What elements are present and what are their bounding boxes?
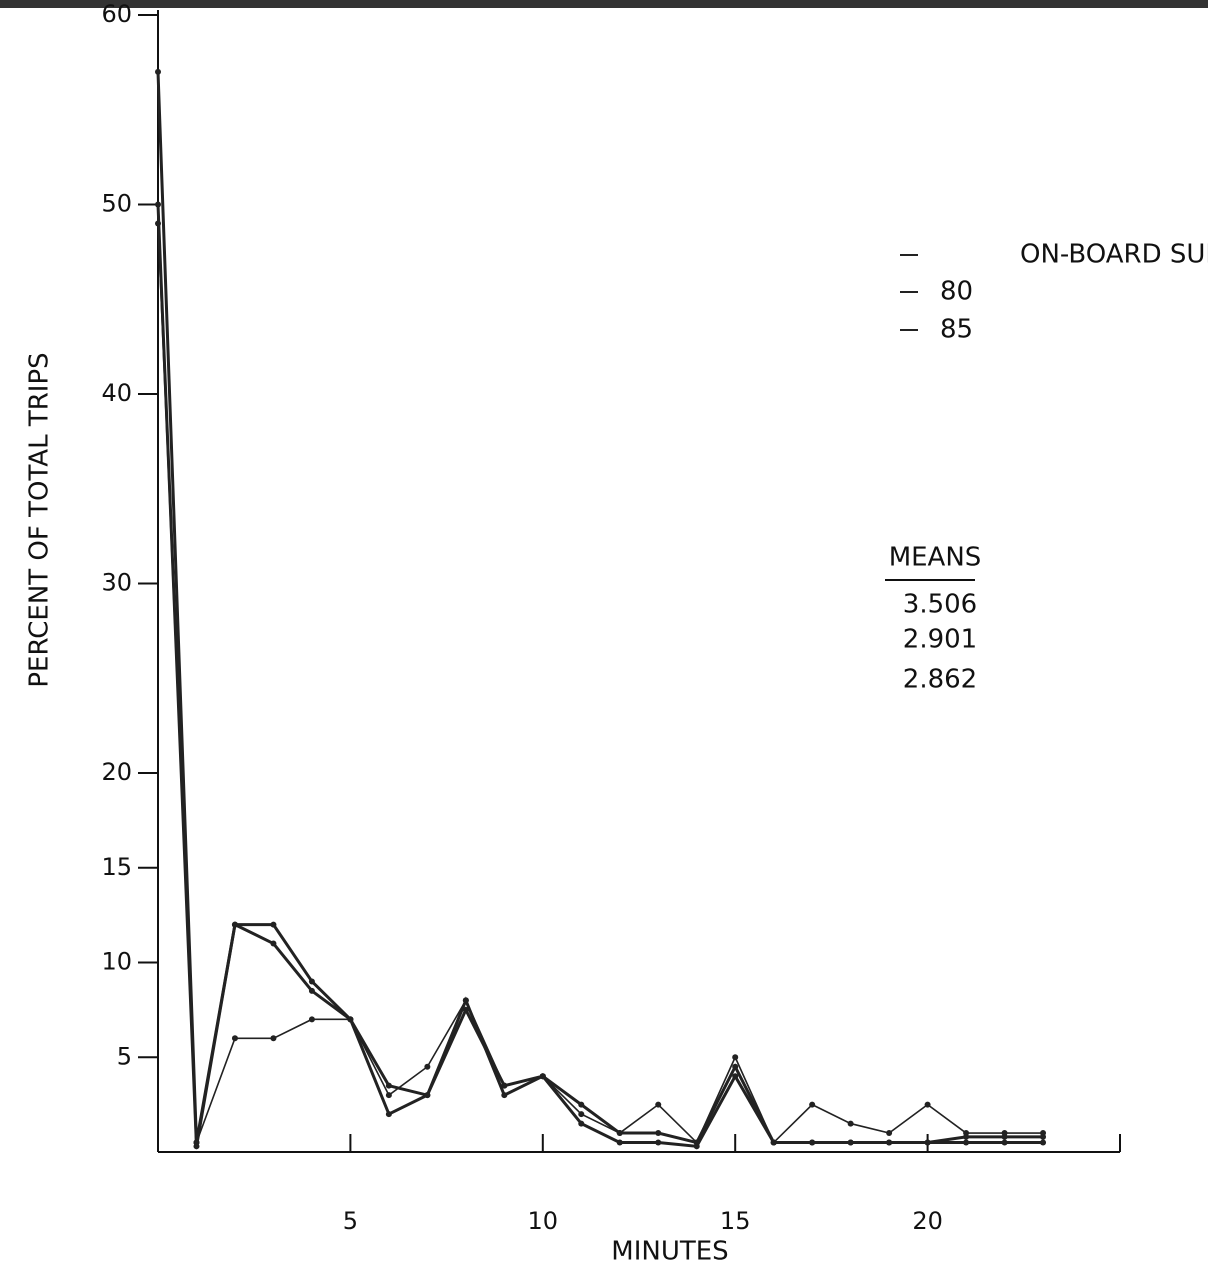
- y-tick-label: 40: [101, 379, 132, 407]
- x-tick-label: 10: [528, 1207, 559, 1235]
- point: [809, 1139, 816, 1146]
- y-tick-label: 50: [101, 190, 132, 218]
- point: [847, 1139, 854, 1146]
- point: [770, 1139, 777, 1146]
- point: [270, 921, 277, 928]
- legend-label: 85: [940, 315, 973, 345]
- legend-label: ON-BOARD SURVEY: [1020, 240, 1208, 270]
- point: [501, 1082, 508, 1089]
- point: [655, 1139, 662, 1146]
- point: [1040, 1133, 1047, 1140]
- point: [385, 1092, 392, 1099]
- point: [424, 1092, 431, 1099]
- point: [155, 68, 161, 75]
- point: [231, 921, 238, 928]
- series-line: [156, 204, 1044, 1148]
- point: [924, 1101, 931, 1108]
- point: [308, 978, 315, 985]
- point: [385, 1082, 392, 1089]
- x-tick-label: 15: [720, 1207, 751, 1235]
- point: [693, 1143, 700, 1150]
- mean-value: 3.506: [903, 590, 977, 620]
- point: [578, 1101, 585, 1108]
- point: [1040, 1139, 1047, 1146]
- point: [847, 1120, 854, 1127]
- point: [809, 1101, 816, 1108]
- point: [616, 1139, 623, 1146]
- point: [462, 1006, 469, 1013]
- point: [616, 1130, 623, 1137]
- legend-label: 80: [940, 277, 973, 307]
- point: [886, 1139, 893, 1146]
- means-title: MEANS: [889, 543, 982, 573]
- top-bar: [0, 0, 1208, 8]
- point: [732, 1073, 739, 1080]
- point: [963, 1139, 970, 1146]
- mean-value: 2.862: [903, 665, 977, 695]
- point: [462, 997, 469, 1004]
- point: [308, 1016, 315, 1023]
- point: [270, 940, 277, 947]
- point: [270, 1035, 277, 1042]
- y-tick-label: 5: [117, 1042, 132, 1070]
- y-tick-label: 20: [101, 758, 132, 786]
- y-tick-label: 30: [101, 569, 132, 597]
- point: [155, 201, 161, 208]
- point: [963, 1133, 970, 1140]
- x-axis-label: MINUTES: [611, 1237, 728, 1267]
- point: [385, 1111, 392, 1118]
- point: [924, 1139, 931, 1146]
- point: [424, 1063, 431, 1070]
- point: [539, 1073, 546, 1080]
- point: [193, 1143, 200, 1150]
- y-axis-label: PERCENT OF TOTAL TRIPS: [25, 352, 55, 687]
- point: [231, 1035, 238, 1042]
- series-line: [157, 223, 1044, 1144]
- point: [732, 1054, 739, 1061]
- point: [347, 1016, 354, 1023]
- point: [886, 1130, 893, 1137]
- x-tick-label: 20: [912, 1207, 943, 1235]
- point: [308, 987, 315, 994]
- point: [1001, 1139, 1008, 1146]
- mean-value: 2.901: [903, 625, 977, 655]
- x-tick-label: 5: [343, 1207, 358, 1235]
- y-tick-label: 60: [101, 0, 132, 28]
- point: [578, 1120, 585, 1127]
- point: [655, 1101, 662, 1108]
- y-tick-label: 10: [101, 948, 132, 976]
- point: [655, 1130, 662, 1137]
- point: [1001, 1133, 1008, 1140]
- y-tick-label: 15: [101, 853, 132, 881]
- point: [501, 1092, 508, 1099]
- point: [578, 1111, 585, 1118]
- point: [732, 1063, 739, 1070]
